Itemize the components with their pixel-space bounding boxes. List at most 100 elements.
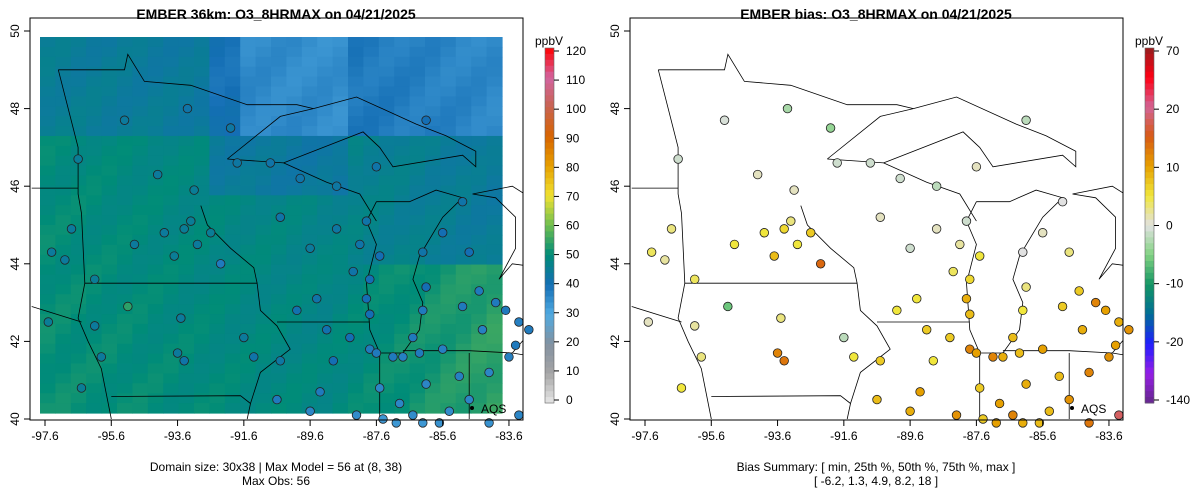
model-grid-cell [286, 66, 303, 78]
model-grid-cell [425, 274, 441, 285]
model-grid-cell [425, 284, 441, 295]
station-marker [1084, 367, 1094, 378]
model-grid-cell [486, 333, 503, 345]
model-grid-cell [455, 294, 472, 305]
model-grid-cell [394, 244, 411, 256]
model-grid-cell [271, 234, 287, 246]
model-grid-cell [178, 254, 195, 266]
model-grid-cell [178, 155, 195, 167]
model-grid-cell [240, 383, 257, 394]
model-grid-cell [471, 304, 488, 315]
station-marker [491, 297, 501, 308]
model-grid-cell [363, 353, 380, 365]
model-grid-cell [271, 46, 287, 58]
colorbar-tick-label: 110 [566, 73, 585, 87]
model-grid-cell [86, 363, 103, 375]
model-grid-cell [471, 185, 488, 196]
model-grid-cell [224, 343, 241, 355]
model-grid-cell [317, 403, 334, 414]
colorbar-cell [545, 332, 554, 339]
model-grid-cell [409, 175, 426, 187]
colorbar-cell [1145, 255, 1154, 262]
model-grid-cell [209, 363, 226, 375]
model-grid-cell [163, 46, 180, 58]
station-marker [892, 305, 902, 316]
model-grid-cell [209, 393, 226, 404]
model-grid-cell [70, 254, 87, 266]
model-grid-cell [348, 234, 364, 246]
model-grid-cell [224, 234, 241, 246]
model-grid-cell [40, 225, 56, 236]
model-grid-cell [209, 155, 226, 167]
model-grid-cell [286, 244, 303, 256]
model-grid-cell [409, 155, 426, 167]
model-grid-cell [178, 393, 195, 404]
model-grid-cell [471, 343, 488, 355]
model-grid-cell [86, 244, 103, 256]
model-grid-cell [40, 96, 56, 107]
y-tick-label: 50 [608, 24, 622, 38]
model-grid-cell [348, 284, 364, 295]
model-grid-cell [255, 205, 272, 216]
model-grid-cell [332, 86, 349, 97]
model-grid-cell [117, 284, 133, 295]
station-marker [696, 352, 707, 362]
model-grid-cell [209, 56, 226, 68]
model-grid-cell [486, 46, 503, 58]
model-grid-cell [55, 323, 72, 335]
station-marker [1034, 418, 1045, 428]
model-grid-cell [286, 205, 303, 216]
model-grid-cell [378, 195, 395, 206]
station-marker [464, 394, 474, 405]
model-grid-cell [317, 353, 334, 365]
model-grid-cell [40, 46, 56, 58]
model-grid-cell [163, 116, 180, 127]
model-grid-cell [440, 106, 457, 117]
model-grid-cell [363, 383, 380, 394]
model-grid-cell [240, 353, 257, 365]
model-grid-cell [440, 353, 457, 365]
model-grid-cell [409, 76, 426, 88]
model-grid-cell [209, 254, 226, 266]
model-grid-cell [117, 254, 133, 266]
model-grid-cell [70, 46, 87, 58]
model-grid-cell [440, 37, 457, 48]
model-grid-cell [70, 264, 87, 276]
station-marker [232, 158, 242, 168]
station-marker [690, 321, 700, 331]
model-grid-cell [178, 145, 195, 157]
model-grid-cell [363, 294, 380, 305]
model-grid-cell [409, 323, 426, 335]
model-grid-cell [286, 373, 303, 384]
station-marker [723, 301, 733, 312]
model-grid-cell [163, 135, 180, 147]
colorbar-cell [1145, 160, 1154, 167]
model-grid-cell [486, 343, 503, 355]
model-grid-cell [471, 314, 488, 325]
model-grid-cell [378, 135, 395, 147]
model-grid-cell [147, 46, 164, 58]
station-marker [305, 406, 315, 416]
model-grid-cell [163, 304, 180, 315]
model-grid-cell [194, 234, 210, 246]
model-grid-cell [101, 145, 118, 157]
model-grid-cell [394, 96, 411, 107]
model-grid-cell [425, 135, 441, 147]
colorbar-cell [1145, 113, 1154, 120]
model-grid-cell [455, 56, 472, 68]
model-grid-cell [394, 195, 411, 206]
station-marker [414, 348, 425, 358]
station-marker [1124, 325, 1134, 335]
model-grid-cell [224, 294, 241, 305]
model-grid-cell [255, 37, 272, 48]
model-grid-cell [209, 66, 226, 78]
model-grid-cell [194, 155, 210, 167]
model-grid-cell [425, 225, 441, 236]
model-grid-cell [240, 46, 257, 58]
model-grid-cell [209, 323, 226, 335]
station-marker [965, 309, 975, 319]
model-grid-cell [101, 234, 118, 246]
model-grid-cell [378, 165, 395, 177]
model-grid-cell [132, 195, 149, 206]
model-grid-cell [332, 116, 349, 127]
